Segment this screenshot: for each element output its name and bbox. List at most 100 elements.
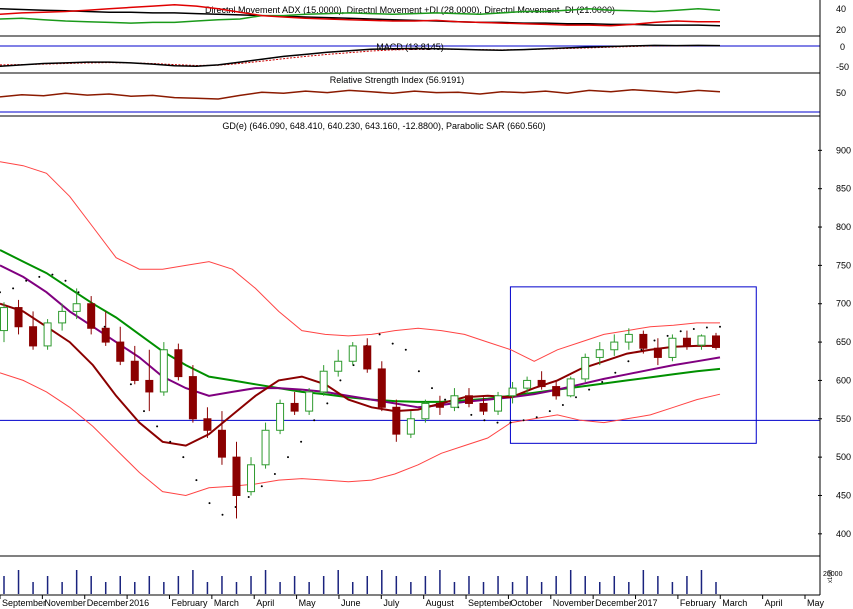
candle-body: [261, 429, 270, 466]
volume-bar: [657, 576, 659, 594]
candlesticks: [0, 288, 720, 519]
volume-bar: [526, 576, 528, 594]
sar-dot: [313, 419, 316, 422]
volume-bar: [104, 582, 107, 594]
candle-body: [0, 307, 8, 332]
x-axis-label: April: [765, 598, 783, 608]
volume-bar: [293, 576, 296, 594]
dmi-title: Directnl Movement ADX (15.0000), Directn…: [205, 5, 615, 15]
sar-dot: [588, 388, 591, 391]
x-axis-label: November: [553, 598, 595, 608]
candle-body: [72, 303, 81, 312]
candle-body: [290, 402, 299, 412]
dmi-tick-20: 20: [836, 25, 846, 35]
x-axis-label: February: [680, 598, 717, 608]
candle-body: [435, 402, 444, 408]
x-axis-label: March: [722, 598, 747, 608]
bollinger-lower-band: [0, 372, 721, 497]
candle-body: [392, 406, 401, 435]
rsi-panel: Relative Strength Index (56.9191) 50: [0, 75, 846, 117]
sar-dot: [103, 325, 106, 328]
volume-bar: [410, 582, 412, 594]
volume-bar: [264, 570, 267, 594]
macd-title: MACD (13.8145): [376, 42, 444, 52]
sar-dot: [692, 328, 695, 330]
candle-body: [537, 379, 546, 388]
candle-body: [595, 349, 604, 358]
sar-dot: [182, 456, 185, 459]
volume-bar: [163, 582, 165, 594]
candle-body: [188, 376, 197, 420]
candle-body: [334, 360, 343, 372]
dmi-minus-di-line: [0, 3, 720, 27]
volume-bar: [671, 582, 674, 594]
volume-bar: [308, 582, 310, 594]
volume-tick-x100: x100: [828, 569, 834, 583]
volume-bar: [613, 576, 616, 594]
highlight-box: [509, 286, 757, 444]
dmi-plus-di-line: [0, 8, 721, 24]
volume-bar: [148, 576, 151, 594]
volume-bar: [337, 570, 339, 594]
sar-dot: [509, 421, 512, 424]
price-tick-label: 400: [836, 529, 851, 539]
sar-dot: [522, 419, 525, 422]
sar-dot: [300, 440, 303, 443]
volume-bar: [206, 582, 209, 594]
sar-dot: [548, 410, 551, 413]
volume-bar: [366, 576, 369, 594]
volume-bar: [351, 582, 354, 594]
x-axis-label: June: [341, 598, 361, 608]
sar-dot: [0, 291, 1, 294]
volume-bar: [555, 576, 557, 594]
sar-dot: [260, 485, 263, 488]
candle-body: [217, 429, 226, 458]
x-axis-label: September: [2, 598, 46, 608]
candle-body: [581, 356, 590, 380]
volume-bars: [3, 570, 717, 594]
volume-tick-20000: 20000: [823, 571, 843, 578]
sar-dot: [208, 502, 211, 505]
sar-dot: [575, 396, 577, 399]
dmi-adx-line: [0, 8, 721, 27]
volume-bar: [134, 582, 136, 594]
sar-dot: [444, 398, 447, 401]
macd-line: [0, 44, 721, 68]
candle-body: [276, 402, 285, 431]
macd-tick-0: 0: [840, 42, 845, 52]
volume-bar: [61, 582, 63, 594]
x-axis-label: October: [510, 598, 542, 608]
candle-body: [145, 379, 154, 393]
x-axis-label: July: [383, 598, 400, 608]
sar-dot: [640, 348, 643, 351]
candle-body: [624, 333, 633, 343]
volume-bar: [686, 576, 688, 594]
candle-body: [377, 368, 386, 408]
price-tick-label: 750: [836, 260, 851, 270]
candle-body: [14, 307, 23, 328]
price-tick-label: 500: [836, 452, 851, 462]
sar-dot: [404, 348, 407, 351]
sar-dot: [719, 325, 721, 328]
sar-dot: [129, 383, 132, 386]
sar-dot: [221, 513, 224, 516]
volume-bar: [584, 576, 586, 594]
volume-bar: [497, 576, 499, 594]
x-axis-label: May: [299, 598, 317, 608]
sar-dot: [391, 342, 394, 345]
candle-body: [43, 322, 52, 347]
candle-body: [479, 402, 488, 412]
rsi-tick-50: 50: [836, 88, 846, 98]
candle-body: [697, 335, 706, 346]
volume-bar: [700, 570, 703, 594]
volume-bar: [642, 570, 645, 594]
volume-panel: 20000 x100: [0, 555, 843, 594]
candle-body: [348, 345, 357, 362]
price-tick-label: 550: [836, 414, 851, 424]
candle-body: [712, 335, 720, 348]
x-axis-label: September: [468, 598, 512, 608]
volume-bar: [221, 576, 223, 594]
candle-body: [232, 456, 241, 496]
